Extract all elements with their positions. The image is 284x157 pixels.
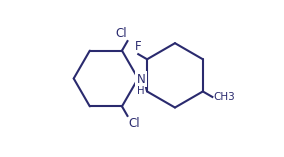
Text: H: H <box>137 86 145 96</box>
Text: Cl: Cl <box>115 27 127 40</box>
Text: CH3: CH3 <box>213 92 235 102</box>
Text: Cl: Cl <box>128 117 140 130</box>
Text: N: N <box>137 73 146 86</box>
Text: F: F <box>135 40 141 53</box>
